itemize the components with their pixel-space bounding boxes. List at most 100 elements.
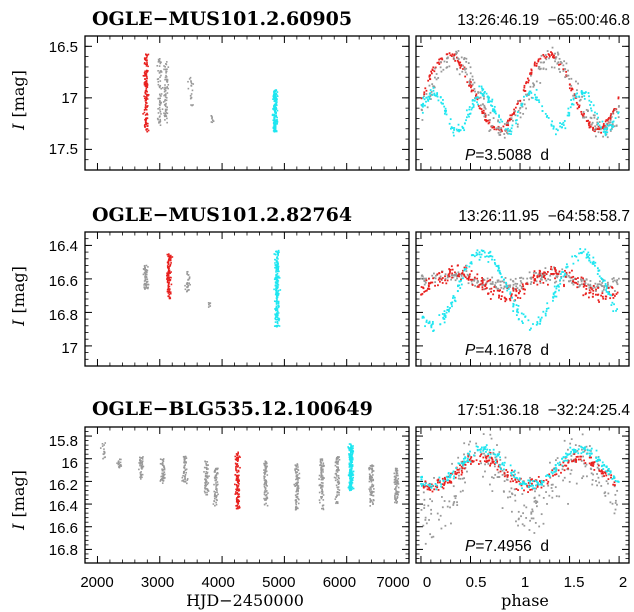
phase-point: [553, 266, 555, 269]
lightcurve-point: [214, 469, 216, 472]
phase-point: [613, 476, 616, 479]
phase-point: [429, 483, 432, 486]
phase-point: [496, 279, 499, 282]
phase-point: [481, 277, 483, 279]
phase-point: [494, 281, 497, 284]
phase-point: [424, 480, 427, 483]
lightcurve-point: [186, 286, 189, 289]
lightcurve-point: [145, 118, 148, 121]
phase-point: [587, 251, 590, 254]
lightcurve-point: [277, 300, 280, 303]
phase-point: [563, 120, 566, 122]
lightcurve-point: [214, 504, 216, 507]
lightcurve-point: [205, 478, 207, 481]
phase-point: [532, 83, 535, 86]
phase-point: [492, 117, 495, 120]
lightcurve-point: [144, 276, 146, 279]
lightcurve-point: [214, 479, 217, 482]
phase-point: [600, 469, 603, 472]
phase-point: [495, 112, 497, 115]
lightcurve-point: [236, 487, 239, 489]
phase-point: [590, 117, 593, 120]
lightcurve-point: [166, 274, 168, 277]
phase-point: [546, 302, 549, 305]
phase-point: [613, 512, 616, 515]
phase-point: [590, 452, 593, 455]
phase-point: [485, 92, 488, 95]
lightcurve-point: [188, 277, 191, 280]
phase-point: [458, 130, 460, 133]
phase-point: [441, 313, 444, 315]
phase-point: [422, 483, 424, 485]
lightcurve-point: [234, 474, 237, 476]
lightcurve-point: [349, 474, 352, 476]
phase-point: [437, 478, 440, 481]
phase-point: [511, 124, 514, 127]
phase-point: [531, 488, 533, 491]
lightcurve-point: [207, 464, 209, 466]
phase-point: [455, 50, 458, 53]
phase-point: [580, 276, 583, 279]
lightcurve-point: [190, 97, 192, 99]
lightcurve-point: [265, 466, 268, 469]
phase-point: [595, 290, 597, 292]
phase-point: [442, 102, 444, 105]
lightcurve-point: [349, 485, 352, 487]
phase-point: [445, 53, 448, 56]
phase-point: [609, 501, 612, 504]
lightcurve-point: [158, 97, 160, 100]
phase-point: [508, 132, 511, 135]
phase-point: [424, 87, 427, 90]
lightcurve-point: [396, 490, 399, 493]
phase-point: [432, 86, 435, 89]
phase-point: [599, 459, 602, 462]
lightcurve-point: [159, 62, 162, 65]
phase-point: [501, 469, 504, 472]
lightcurve-point: [350, 451, 352, 454]
phase-point: [587, 92, 590, 94]
lightcurve-point: [237, 495, 240, 498]
lightcurve-point: [145, 285, 147, 287]
phase-point: [442, 99, 444, 101]
phase-point: [480, 85, 483, 88]
lightcurve-point: [212, 120, 215, 122]
lightcurve-point: [191, 104, 193, 107]
phase-point: [464, 268, 467, 271]
phase-point: [429, 489, 432, 491]
lightcurve-point: [274, 110, 276, 112]
lightcurve-point: [321, 475, 324, 477]
phase-point: [436, 486, 439, 489]
lightcurve-point: [264, 490, 266, 492]
phase-point: [496, 460, 499, 463]
phase-point: [611, 278, 614, 280]
phase-point: [511, 474, 514, 476]
phase-point: [540, 54, 543, 57]
phase-point: [478, 85, 481, 88]
lightcurve-point: [146, 61, 148, 64]
phase-point: [596, 466, 599, 469]
lightcurve-point: [264, 471, 266, 473]
lightcurve-point: [145, 128, 148, 130]
phase-point: [449, 476, 452, 478]
phase-point: [586, 120, 589, 122]
phase-point: [604, 283, 607, 285]
phase-point: [542, 481, 545, 483]
phase-point: [585, 445, 588, 448]
lightcurve-point: [167, 66, 170, 68]
lightcurve-point: [274, 103, 277, 105]
phase-point: [497, 119, 500, 122]
lightcurve-point: [118, 458, 121, 461]
panel-0-period-label: P=3.5088 d: [465, 147, 549, 164]
phase-point: [539, 272, 542, 275]
phase-point: [491, 460, 494, 463]
phase-point: [460, 465, 463, 468]
phase-point: [616, 291, 619, 294]
lightcurve-point: [139, 464, 141, 467]
phase-point: [471, 106, 474, 109]
phase-point: [588, 257, 591, 260]
phase-point: [612, 277, 615, 279]
phase-point: [515, 290, 518, 293]
lightcurve-point: [372, 494, 375, 497]
lightcurve-point: [351, 488, 353, 490]
phase-point: [602, 468, 605, 470]
